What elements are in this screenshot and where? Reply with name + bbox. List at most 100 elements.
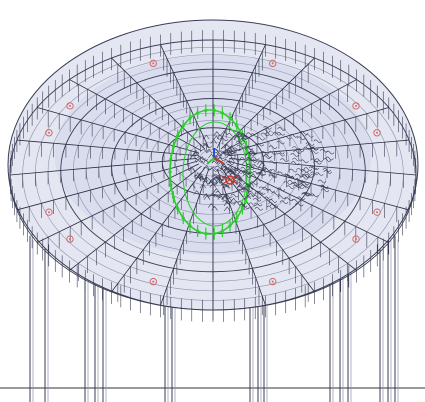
node-label-mark bbox=[209, 180, 219, 184]
node-marker-icon bbox=[355, 104, 358, 107]
node-label-mark bbox=[195, 176, 204, 181]
node-label-mark bbox=[216, 134, 224, 139]
node-label-mark bbox=[239, 157, 249, 161]
node-label-mark bbox=[202, 180, 211, 185]
rib-line bbox=[37, 163, 200, 243]
node-marker-icon bbox=[376, 211, 379, 214]
selected-node bbox=[181, 216, 185, 220]
node-marker-icon bbox=[352, 235, 360, 243]
node-label-mark bbox=[222, 183, 229, 189]
node-label-mark bbox=[313, 160, 322, 165]
selected-node bbox=[235, 216, 239, 220]
node-label-mark bbox=[247, 182, 255, 187]
node-label-mark bbox=[203, 195, 211, 200]
node-label-mark bbox=[289, 134, 299, 138]
node-label-mark bbox=[268, 173, 277, 177]
node-label-mark bbox=[208, 181, 218, 186]
node-label-mark bbox=[268, 145, 278, 149]
node-label-mark bbox=[252, 195, 262, 199]
node-label-mark bbox=[263, 168, 273, 172]
node-label-mark bbox=[189, 183, 196, 189]
node-label-mark bbox=[222, 149, 230, 154]
node-marker-icon bbox=[269, 277, 277, 286]
node-label-mark bbox=[199, 183, 207, 189]
node-label-mark bbox=[245, 157, 255, 161]
node-label-mark bbox=[257, 166, 267, 171]
node-label-mark bbox=[262, 186, 271, 191]
node-label-mark bbox=[294, 173, 304, 178]
node-label-mark bbox=[188, 166, 196, 172]
node-label-mark bbox=[245, 151, 252, 157]
rib-line bbox=[216, 44, 266, 149]
node-label-mark bbox=[238, 137, 246, 143]
node-label-mark bbox=[226, 133, 236, 137]
node-label-mark bbox=[234, 173, 241, 178]
node-label-mark bbox=[244, 145, 252, 151]
node-label-mark bbox=[205, 148, 213, 154]
node-label-mark bbox=[209, 168, 218, 172]
node-label-mark bbox=[219, 137, 229, 142]
node-label-mark bbox=[296, 136, 306, 141]
axis-y-icon bbox=[206, 157, 215, 165]
node-label-mark bbox=[296, 167, 305, 172]
node-label-mark bbox=[319, 148, 329, 153]
node-label-mark bbox=[213, 135, 220, 141]
node-label-mark bbox=[256, 136, 265, 141]
node-marker-icon bbox=[149, 277, 157, 286]
node-label-mark bbox=[213, 194, 222, 198]
node-marker-icon bbox=[152, 62, 155, 65]
node-label-mark bbox=[233, 135, 241, 140]
node-label-mark bbox=[305, 142, 315, 146]
node-label-mark bbox=[223, 168, 232, 173]
node-label-mark bbox=[325, 156, 334, 161]
node-label-mark bbox=[244, 194, 252, 200]
node-label-mark bbox=[220, 151, 227, 157]
node-label-mark bbox=[314, 158, 324, 162]
node-label-mark bbox=[216, 181, 225, 185]
node-label-mark bbox=[301, 192, 310, 197]
node-label-mark bbox=[203, 144, 212, 149]
node-label-mark bbox=[319, 184, 329, 189]
node-label-mark bbox=[310, 146, 319, 151]
node-marker-icon bbox=[47, 131, 50, 134]
node-label-mark bbox=[236, 188, 246, 193]
node-label-mark bbox=[296, 196, 306, 201]
rib-line bbox=[220, 57, 315, 150]
node-label-mark bbox=[300, 169, 309, 173]
node-label-mark bbox=[202, 193, 210, 198]
node-marker-icon bbox=[149, 59, 157, 68]
node-label-mark bbox=[283, 135, 292, 140]
node-label-mark bbox=[194, 154, 204, 159]
node-label-mark bbox=[228, 157, 235, 162]
selected-node bbox=[220, 111, 224, 115]
selected-node bbox=[235, 124, 239, 128]
support-node-markers bbox=[45, 59, 381, 286]
rib-line bbox=[69, 79, 202, 152]
node-label-mark bbox=[248, 159, 258, 163]
node-label-mark bbox=[254, 177, 261, 182]
node-label-mark bbox=[225, 161, 235, 165]
node-label-mark bbox=[242, 170, 252, 175]
node-label-mark bbox=[203, 165, 210, 170]
node-label-mark bbox=[247, 190, 257, 195]
node-label-mark bbox=[292, 146, 301, 150]
selected-ring bbox=[182, 121, 248, 227]
node-label-mark bbox=[215, 178, 222, 184]
node-label-mark bbox=[192, 150, 200, 155]
rib-line bbox=[216, 168, 266, 306]
node-label-mark bbox=[241, 134, 249, 140]
node-label-mark bbox=[269, 204, 279, 208]
node-label-mark bbox=[297, 182, 307, 186]
node-label-cluster bbox=[188, 125, 335, 212]
node-label-mark bbox=[276, 187, 286, 192]
node-label-mark bbox=[254, 207, 264, 211]
node-label-mark bbox=[271, 191, 280, 196]
node-label-mark bbox=[256, 172, 265, 176]
node-label-mark bbox=[320, 188, 330, 193]
node-label-mark bbox=[252, 170, 261, 175]
node-label-mark bbox=[268, 151, 277, 155]
node-label-mark bbox=[248, 148, 256, 154]
node-label-mark bbox=[295, 202, 304, 207]
